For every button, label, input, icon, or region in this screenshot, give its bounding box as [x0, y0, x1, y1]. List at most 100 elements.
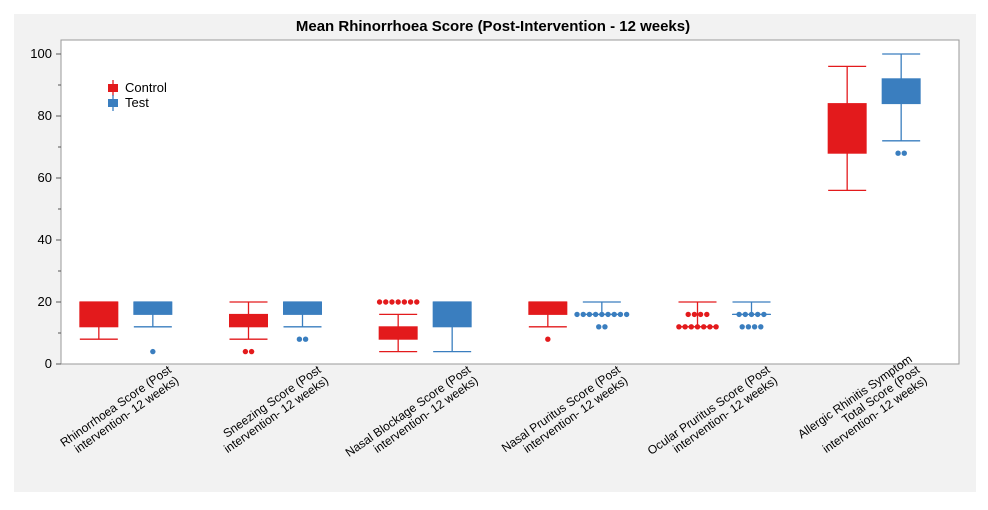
- box-body: [827, 103, 867, 154]
- outlier-point: [302, 336, 309, 342]
- outlier-point: [685, 311, 691, 318]
- y-tick-label: 100: [30, 46, 52, 61]
- x-category-label-line: Sneezing Score (Post: [220, 362, 324, 440]
- outlier-point: [736, 311, 742, 318]
- outlier-point: [748, 311, 755, 318]
- outlier-point: [758, 324, 764, 330]
- outlier-point: [691, 311, 698, 318]
- boxplot-chart: Mean Rhinorrhoea Score (Post-Interventio…: [30, 18, 960, 460]
- box-body: [283, 301, 322, 315]
- y-tick-label: 40: [38, 232, 52, 247]
- outlier-point: [545, 336, 551, 342]
- box-test-1: [283, 301, 322, 342]
- legend-label: Test: [125, 95, 149, 110]
- outlier-point: [697, 311, 704, 318]
- x-category-label-line: Rhinorrhoea Score (Post: [58, 362, 175, 450]
- outlier-point: [617, 311, 624, 318]
- outlier-point: [713, 324, 719, 330]
- outlier-point: [694, 324, 701, 330]
- box-test-4: [732, 301, 771, 330]
- outlier-point: [761, 311, 767, 318]
- box-groups: [79, 53, 921, 355]
- box-body: [79, 301, 119, 328]
- legend-label: Control: [125, 80, 167, 95]
- outlier-point: [676, 324, 682, 330]
- x-category-label: Nasal Blockage Score (Postintervention- …: [343, 362, 481, 460]
- outlier-point: [745, 324, 752, 330]
- box-control-0: [79, 301, 119, 340]
- y-tick-label: 60: [38, 170, 52, 185]
- box-control-2: [376, 299, 420, 353]
- x-category-label-line: intervention- 12 weeks): [221, 373, 331, 456]
- x-category-label-line: intervention- 12 weeks): [521, 373, 631, 456]
- y-tick-label: 80: [38, 108, 52, 123]
- outlier-point: [701, 324, 707, 330]
- x-category-label-line: intervention- 12 weeks): [670, 373, 780, 456]
- box-control-1: [229, 301, 268, 355]
- outlier-point: [751, 324, 758, 330]
- box-body: [432, 301, 472, 328]
- box-control-3: [528, 301, 568, 342]
- outlier-point: [376, 299, 383, 305]
- outlier-point: [599, 311, 605, 318]
- legend-item-test: Test: [108, 95, 149, 111]
- outlier-point: [150, 348, 156, 355]
- y-tick-label: 0: [45, 356, 52, 371]
- outlier-point: [414, 299, 420, 305]
- x-category-label-line: Ocular Pruritus Score (Post: [645, 362, 773, 458]
- outlier-point: [242, 348, 249, 355]
- box-body: [229, 313, 268, 328]
- chart-frame: Mean Rhinorrhoea Score (Post-Interventio…: [14, 14, 976, 492]
- outlier-point: [704, 311, 710, 318]
- outlier-point: [389, 299, 395, 305]
- box-body: [881, 78, 921, 105]
- x-category-label-line: Nasal Blockage Score (Post: [343, 362, 474, 460]
- outlier-point: [592, 311, 599, 318]
- box-test-5: [881, 53, 921, 156]
- chart-title: Mean Rhinorrhoea Score (Post-Interventio…: [296, 18, 690, 35]
- outlier-point: [296, 336, 303, 342]
- outlier-point: [383, 299, 389, 305]
- outlier-point: [407, 299, 414, 305]
- outlier-point: [395, 299, 401, 305]
- outlier-point: [605, 311, 611, 318]
- box-body: [528, 301, 568, 315]
- outlier-point: [895, 150, 901, 156]
- plot-area: [60, 39, 960, 365]
- box-body: [133, 301, 173, 315]
- legend-item-control: Control: [108, 80, 167, 96]
- outlier-point: [755, 311, 761, 318]
- outlier-point: [574, 311, 580, 318]
- x-category-label: Ocular Pruritus Score (Postintervention-…: [645, 362, 780, 458]
- outlier-point: [739, 324, 745, 330]
- box-test-2: [432, 301, 472, 353]
- outlier-point: [688, 324, 694, 330]
- x-category-label-line: Nasal Pruritus Score (Post: [499, 362, 623, 455]
- box-test-3: [574, 301, 630, 330]
- x-category-label-line: intervention- 12 weeks): [371, 373, 481, 456]
- outlier-point: [401, 299, 408, 305]
- outlier-point: [901, 150, 907, 156]
- outlier-point: [596, 324, 602, 330]
- outlier-point: [602, 324, 608, 330]
- outlier-point: [580, 311, 586, 318]
- outlier-point: [742, 311, 748, 318]
- x-category-label-line: intervention- 12 weeks): [72, 373, 182, 456]
- box-control-4: [676, 301, 719, 330]
- outlier-point: [248, 348, 255, 355]
- box-control-5: [827, 65, 867, 192]
- y-axis: 0 20 40 60 80 100: [30, 46, 61, 371]
- y-tick-label: 20: [38, 294, 52, 309]
- outlier-point: [707, 324, 713, 330]
- box-test-0: [133, 301, 173, 355]
- outlier-point: [623, 311, 630, 318]
- outlier-point: [611, 311, 617, 318]
- x-category-label: Nasal Pruritus Score (Postintervention- …: [499, 362, 631, 456]
- outlier-point: [586, 311, 593, 318]
- outlier-point: [682, 324, 688, 330]
